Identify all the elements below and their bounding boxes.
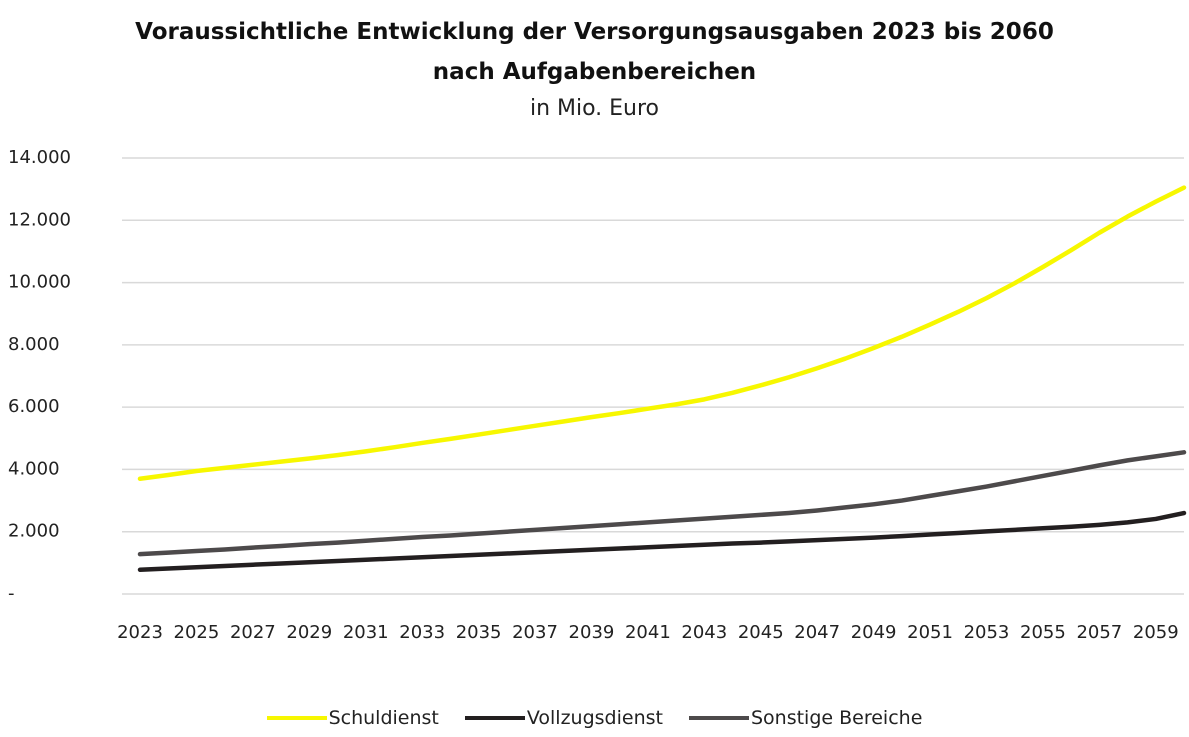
y-tick-label: 4.000 — [8, 458, 60, 479]
x-tick-label: 2059 — [1133, 622, 1179, 643]
legend-swatch — [688, 716, 749, 720]
legend-swatch — [464, 716, 525, 720]
legend-label: Vollzugsdienst — [526, 707, 663, 729]
x-tick-label: 2041 — [625, 622, 671, 643]
x-tick-label: 2029 — [286, 622, 332, 643]
legend-label: Schuldienst — [328, 707, 439, 729]
x-tick-label: 2031 — [343, 622, 389, 643]
line-series — [137, 185, 1187, 482]
y-tick-label: 14.000 — [8, 147, 71, 168]
x-tick-label: 2035 — [456, 622, 502, 643]
x-tick-label: 2039 — [569, 622, 615, 643]
legend-label: Sonstige Bereiche — [750, 707, 923, 729]
y-tick-label: 6.000 — [8, 396, 60, 417]
x-tick-label: 2047 — [794, 622, 840, 643]
legend-swatch — [266, 716, 327, 720]
chart-title: Voraussichtliche Entwicklung der Versorg… — [0, 12, 1189, 92]
y-tick-label: 8.000 — [8, 334, 60, 355]
x-tick-label: 2045 — [738, 622, 784, 643]
x-tick-label: 2033 — [399, 622, 445, 643]
line-series — [137, 450, 1187, 557]
x-tick-label: 2027 — [230, 622, 276, 643]
legend-item: Schuldienst — [266, 707, 439, 729]
x-tick-label: 2023 — [117, 622, 163, 643]
x-tick-label: 2057 — [1076, 622, 1122, 643]
x-tick-label: 2055 — [1020, 622, 1066, 643]
x-tick-label: 2037 — [512, 622, 558, 643]
x-tick-label: 2053 — [964, 622, 1010, 643]
y-tick-label: 10.000 — [8, 272, 71, 293]
x-tick-label: 2049 — [851, 622, 897, 643]
legend-item: Sonstige Bereiche — [688, 707, 923, 729]
y-tick-label: 12.000 — [8, 209, 71, 230]
chart-title-text: Voraussichtliche Entwicklung der Versorg… — [135, 19, 1054, 85]
line-series — [137, 510, 1187, 572]
y-tick-label: - — [8, 583, 15, 604]
legend-item: Vollzugsdienst — [464, 707, 663, 729]
x-tick-label: 2043 — [681, 622, 727, 643]
y-tick-label: 2.000 — [8, 521, 60, 542]
chart-subtitle: in Mio. Euro — [529, 96, 660, 121]
x-tick-label: 2051 — [907, 622, 953, 643]
legend: Schuldienst Vollzugsdienst Sonstige Bereic… — [0, 707, 1189, 729]
x-tick-label: 2025 — [174, 622, 220, 643]
